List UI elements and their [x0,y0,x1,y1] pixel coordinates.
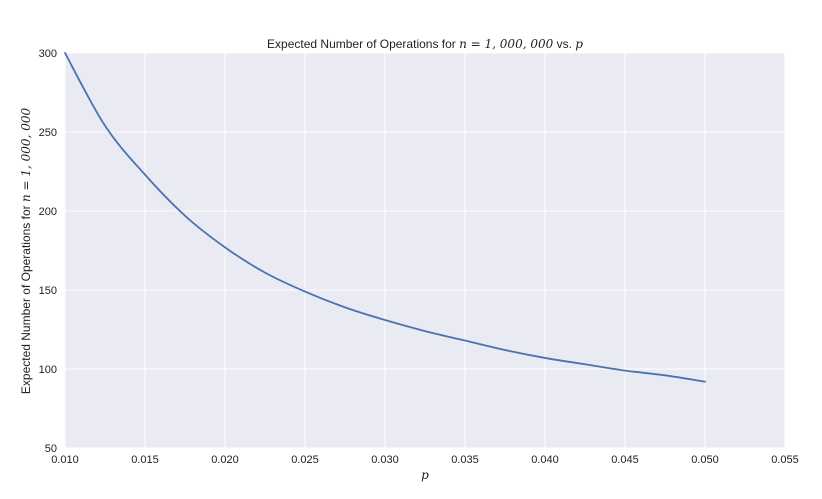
chart-title: Expected Number of Operations for n = 1,… [267,37,583,51]
chart-title-prefix: Expected Number of Operations for [267,37,459,51]
y-tick-label: 200 [39,206,57,218]
x-tick-labels: 0.010 0.015 0.020 0.025 0.030 0.035 0.040 0.045… [51,454,799,466]
series-layer [64,52,706,383]
y-tick-label: 300 [39,48,57,60]
plot-background [65,53,785,448]
series-line [64,52,706,383]
x-tick-label: 0.020 [211,454,239,466]
y-axis-label-math: n = 1, 000, 000 [19,108,33,202]
x-tick-label: 0.030 [371,454,399,466]
y-axis-label-prefix: Expected Number of Operations for [19,202,33,394]
x-tick-label: 0.025 [291,454,319,466]
x-tick-label: 0.055 [771,454,799,466]
x-tick-label: 0.050 [691,454,719,466]
y-tick-label: 50 [45,443,57,455]
y-axis-label: Expected Number of Operations for n = 1,… [19,108,33,395]
x-tick-label: 0.040 [531,454,559,466]
grid [64,52,786,449]
y-tick-label: 100 [39,364,57,376]
x-tick-label: 0.015 [131,454,159,466]
x-tick-label: 0.045 [611,454,639,466]
chart-title-var: p [575,37,583,51]
chart-title-middle: vs. [553,37,575,51]
x-tick-label: 0.035 [451,454,479,466]
y-tick-label: 250 [39,127,57,139]
chart-title-math: n = 1, 000, 000 [459,37,553,51]
x-tick-label: 0.010 [51,454,79,466]
x-axis-label: p [421,468,429,482]
y-tick-labels: 50 100 150 200 250 300 [39,48,57,455]
y-tick-label: 150 [39,285,57,297]
